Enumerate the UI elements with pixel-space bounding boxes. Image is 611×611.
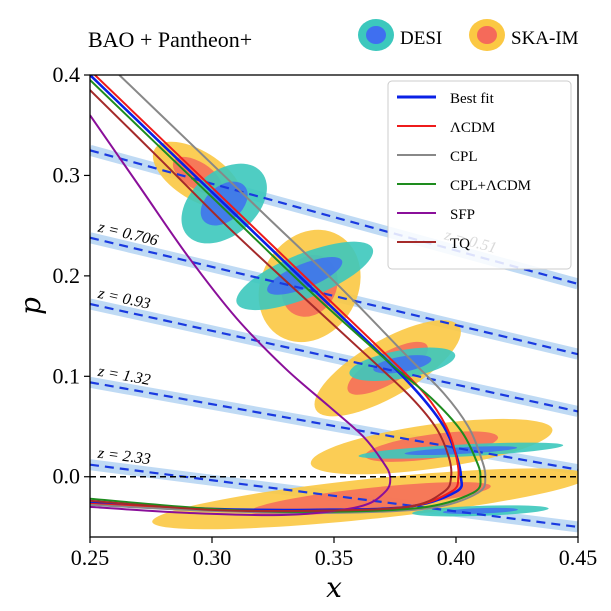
desi-inner-swatch	[366, 26, 386, 44]
ska-inner-swatch	[477, 26, 497, 44]
y-tick-label: 0.2	[53, 263, 81, 288]
y-tick-label: 0.0	[53, 464, 81, 489]
contour-legend-ska: SKA-IM	[469, 19, 579, 51]
x-tick-label: 0.25	[71, 545, 110, 570]
redshift-line	[90, 463, 578, 529]
y-tick-label: 0.1	[53, 363, 81, 388]
desi-contour	[358, 442, 564, 459]
curve-best-fit	[90, 75, 464, 512]
legend-label: TQ	[450, 236, 470, 252]
legend-label: ΛCDM	[450, 120, 495, 136]
curve-tq	[90, 89, 453, 513]
x-tick-label: 0.30	[193, 545, 232, 570]
axis-ticks: 0.25 0.30 0.35 0.40 0.45 0.0 0.1 0.2 0.3 0.4	[53, 62, 598, 570]
ska-legend-label: SKA-IM	[511, 28, 579, 49]
desi-legend-label: DESI	[400, 28, 442, 49]
chart-title: BAO + Pantheon+	[88, 27, 252, 52]
contour-legend-desi: DESI	[358, 19, 442, 51]
x-tick-label: 0.45	[559, 545, 598, 570]
redshift-line	[90, 381, 578, 471]
legend-label: Best fit	[450, 91, 495, 107]
y-axis-label: p	[14, 297, 47, 315]
contour-inner	[250, 482, 491, 516]
desi-contour	[412, 505, 549, 517]
redshift-label: z = 2.33	[96, 445, 152, 469]
redshift-line	[90, 302, 578, 413]
y-tick-label: 0.3	[53, 162, 81, 187]
x-tick-label: 0.35	[315, 545, 354, 570]
legend-box	[387, 80, 572, 270]
y-tick-label: 0.4	[53, 62, 81, 87]
contour-inner	[404, 446, 518, 456]
x-tick-label: 0.40	[437, 545, 476, 570]
legend-label: SFP	[450, 207, 475, 223]
curve-sfp	[90, 114, 392, 517]
line-legend: Best fit ΛCDM CPL CPL+ΛCDM SFP TQ	[387, 80, 572, 270]
x-axis-label: x	[326, 571, 342, 604]
model-curves	[90, 75, 487, 517]
redshift-line	[90, 236, 578, 356]
legend-label: CPL	[450, 149, 478, 165]
legend-label: CPL+ΛCDM	[450, 178, 531, 194]
contour-inner	[442, 507, 518, 514]
